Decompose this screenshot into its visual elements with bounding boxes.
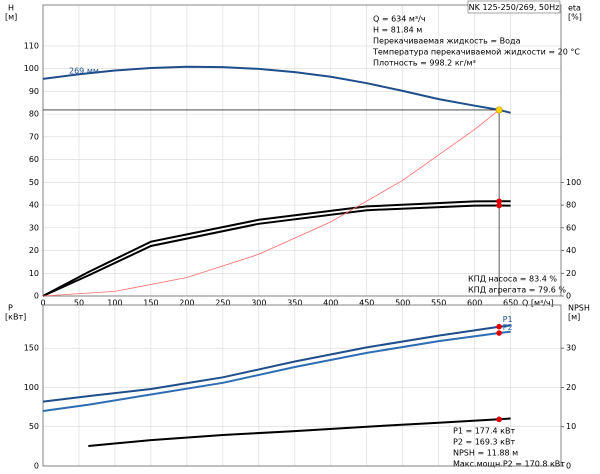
series-line	[42, 324, 511, 403]
y-tick-label: 80	[29, 110, 39, 119]
y-tick-label: 60	[29, 155, 39, 164]
y-tick-label: 20	[29, 246, 39, 255]
y2-tick-label: 30	[566, 344, 576, 353]
y-tick-label: 100	[24, 383, 39, 392]
y2-tick-label: 60	[566, 223, 576, 232]
y-tick-label: 10	[29, 269, 39, 278]
info-line: Температура перекачиваемой жидкости = 20…	[372, 48, 580, 57]
y2-axis-unit: [м]	[568, 313, 580, 322]
plot-frame	[42, 4, 562, 297]
series-line	[42, 109, 500, 297]
x-tick-label: 500	[395, 299, 410, 308]
efficiency-line: КПД насоса = 83.4 %	[468, 275, 557, 284]
x-tick-label: 650	[503, 299, 518, 308]
x-tick-label: 400	[323, 299, 338, 308]
info-line: P2 = 169.3 кВт	[453, 438, 515, 447]
series-line	[42, 65, 511, 114]
duty-marker	[496, 202, 502, 209]
x-tick-label: 200	[179, 299, 194, 308]
plot-frame	[42, 304, 562, 467]
x-axis-label: Q [м³/ч]	[522, 299, 554, 308]
x-tick-label: 100	[107, 299, 122, 308]
info-line: Q = 634 м³/ч	[373, 15, 426, 24]
chart-title: NK 125-250/269, 50Hz	[469, 3, 560, 12]
x-tick-label: 550	[431, 299, 446, 308]
info-line: Плотность = 998.2 кг/м³	[373, 59, 476, 68]
y-tick-label: 30	[29, 223, 39, 232]
x-tick-label: 0	[40, 299, 45, 308]
title-box	[467, 0, 561, 14]
x-tick-label: 450	[359, 299, 374, 308]
y-tick-label: 110	[24, 41, 39, 50]
x-tick-label: 300	[251, 299, 266, 308]
y2-tick-label: 0	[566, 462, 571, 471]
series-label: P1	[503, 315, 513, 324]
y-tick-label: 50	[29, 422, 39, 431]
y2-tick-label: 40	[566, 246, 576, 255]
info-line: H = 81.84 м	[373, 26, 422, 35]
x-tick-label: 250	[215, 299, 230, 308]
series-label: 269 мм	[69, 66, 99, 75]
series-line	[42, 200, 511, 297]
y-tick-label: 90	[29, 87, 39, 96]
duty-marker	[496, 330, 502, 336]
y-tick-label: 100	[24, 64, 39, 73]
info-line: Макс.мощн.P2 = 170.8 кВт	[453, 460, 565, 469]
y2-axis-label: eta	[568, 4, 581, 13]
y2-tick-label: 20	[566, 269, 576, 278]
y-tick-label: 0	[34, 292, 39, 301]
x-tick-label: 600	[467, 299, 482, 308]
y-tick-label: 50	[29, 178, 39, 187]
y2-tick-label: 100	[566, 178, 581, 187]
series-label: P2	[503, 323, 513, 332]
x-tick-label: 150	[143, 299, 158, 308]
info-line: NPSH = 11.88 м	[453, 449, 518, 458]
duty-marker	[496, 198, 502, 204]
y2-tick-label: 20	[566, 383, 576, 392]
info-line: P1 = 177.4 кВт	[453, 427, 515, 436]
x-tick-label: 50	[74, 299, 84, 308]
info-line: Перекачиваемая жидкость = Вода	[373, 37, 521, 46]
efficiency-line: КПД агрегата = 79.6 %	[468, 286, 566, 295]
y2-tick-label: 10	[566, 422, 576, 431]
x-tick-label: 350	[287, 299, 302, 308]
duty-marker	[496, 416, 502, 423]
y-axis-unit: [кВт]	[5, 313, 26, 322]
y-tick-label: 40	[29, 201, 39, 210]
y2-tick-label: 80	[566, 201, 576, 210]
y-axis-unit: [м]	[5, 13, 17, 22]
y2-axis-unit: [%]	[568, 13, 582, 22]
y2-tick-label: 0	[566, 292, 571, 301]
series-line	[42, 204, 511, 297]
y-tick-label: 150	[24, 344, 39, 353]
y-tick-label: 0	[34, 462, 39, 471]
y-axis-label: H	[8, 4, 14, 13]
series-line	[88, 417, 511, 447]
y-tick-label: 70	[29, 132, 39, 141]
y2-axis-label: NPSH	[568, 304, 590, 313]
duty-marker	[495, 106, 503, 114]
series-line	[42, 330, 511, 412]
duty-marker	[496, 323, 502, 330]
y-axis-label: P	[8, 304, 13, 313]
